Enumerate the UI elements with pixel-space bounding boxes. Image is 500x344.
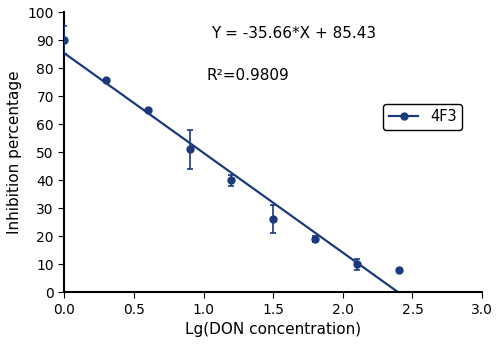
Y-axis label: Inhibition percentage: Inhibition percentage	[7, 71, 22, 234]
Text: Y = -35.66*X + 85.43: Y = -35.66*X + 85.43	[212, 26, 376, 41]
Legend: 4F3: 4F3	[383, 104, 462, 130]
Text: R²=0.9809: R²=0.9809	[207, 68, 290, 83]
X-axis label: Lg(DON concentration): Lg(DON concentration)	[185, 322, 362, 337]
